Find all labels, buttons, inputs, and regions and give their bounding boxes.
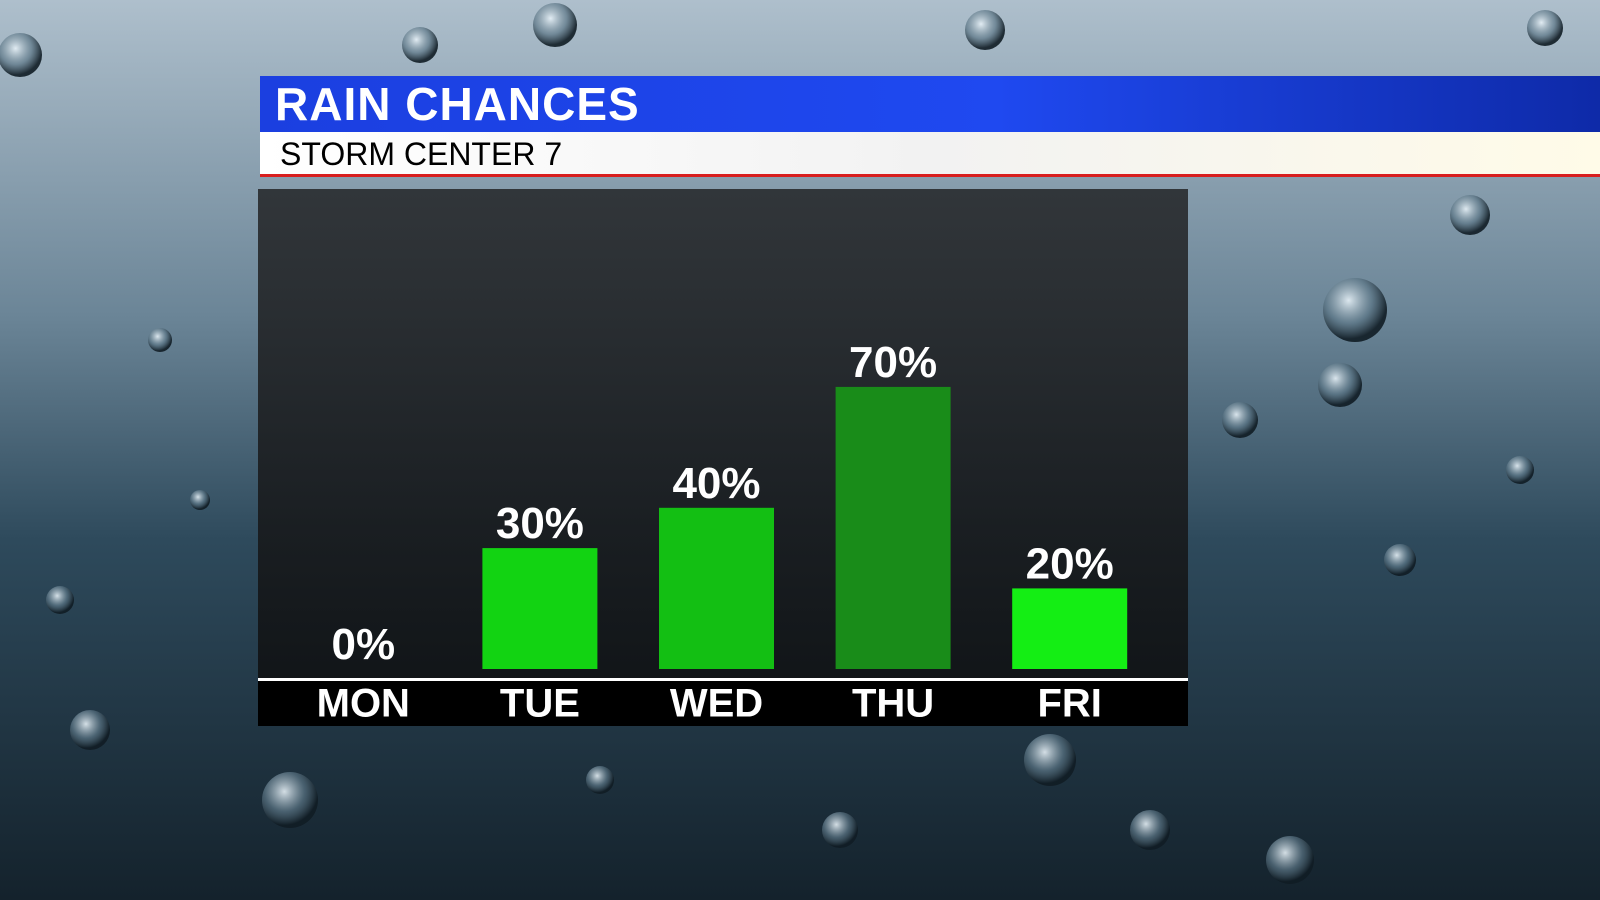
subtitle-underline	[260, 174, 1600, 177]
bar	[482, 548, 598, 669]
value-label: 70%	[849, 338, 937, 387]
x-tick-label: TUE	[500, 682, 580, 726]
value-label: 0%	[332, 620, 396, 669]
x-tick-label: MON	[317, 682, 410, 726]
subtitle-bar	[260, 132, 1600, 175]
title-bar	[260, 76, 1600, 132]
value-label: 40%	[672, 459, 760, 508]
bar	[659, 507, 774, 669]
x-tick-label: FRI	[1037, 682, 1101, 726]
baseline	[258, 678, 1188, 681]
value-label: 20%	[1026, 539, 1114, 588]
value-label: 30%	[496, 499, 584, 548]
category-strip	[258, 681, 1188, 726]
rain-drops	[0, 3, 1563, 884]
x-tick-label: WED	[670, 682, 763, 726]
x-tick-label: THU	[852, 682, 934, 726]
chart-subtitle: STORM CENTER 7	[280, 136, 562, 172]
bar	[835, 386, 951, 669]
chart-title: RAIN CHANCES	[275, 78, 640, 130]
bar	[1012, 588, 1128, 669]
